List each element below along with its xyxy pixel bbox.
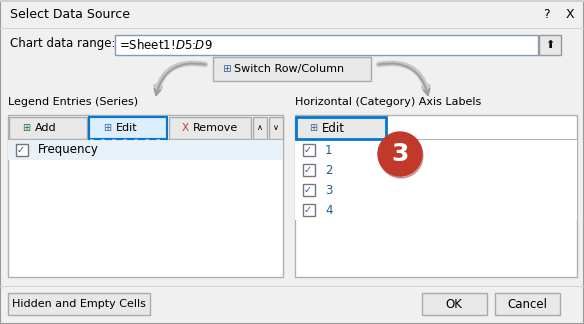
Bar [0, 28, 584, 29]
Text: Edit: Edit [116, 123, 138, 133]
Bar [295, 139, 577, 140]
Bar [303, 164, 315, 176]
Text: 3: 3 [391, 142, 409, 166]
Text: Switch Row/Column: Switch Row/Column [234, 64, 344, 74]
Bar [495, 293, 560, 315]
Text: ✓: ✓ [304, 165, 312, 175]
Text: ✓: ✓ [304, 185, 312, 195]
Text: ⊞: ⊞ [309, 123, 317, 133]
Bar [303, 184, 315, 196]
Text: Select Data Source: Select Data Source [10, 8, 130, 21]
Bar [303, 204, 315, 216]
Bar [295, 200, 577, 220]
Text: Remove: Remove [193, 123, 238, 133]
Text: ✓: ✓ [304, 145, 312, 155]
Text: 4: 4 [325, 203, 332, 216]
Text: ∧: ∧ [257, 123, 263, 133]
Text: =Sheet1!$D$5:$D$9: =Sheet1!$D$5:$D$9 [119, 38, 213, 52]
Bar [8, 115, 283, 277]
Bar [295, 160, 577, 161]
Bar [0, 286, 584, 287]
Bar [295, 180, 577, 181]
Bar [296, 117, 386, 139]
Text: 1: 1 [325, 144, 332, 156]
Text: ✓: ✓ [16, 145, 25, 155]
Text: 3: 3 [325, 183, 332, 196]
Bar [213, 57, 371, 81]
Bar [115, 35, 538, 55]
Bar [295, 115, 577, 277]
Text: Frequency: Frequency [38, 144, 99, 156]
Text: X: X [566, 8, 574, 21]
Text: ⊞: ⊞ [22, 123, 30, 133]
Text: Hidden and Empty Cells: Hidden and Empty Cells [12, 299, 146, 309]
Text: OK: OK [446, 297, 463, 310]
Circle shape [379, 134, 423, 178]
Text: 2: 2 [325, 164, 332, 177]
Text: Horizontal (Category) Axis Labels: Horizontal (Category) Axis Labels [295, 97, 481, 107]
Bar [295, 160, 577, 180]
Text: ✓: ✓ [304, 205, 312, 215]
Bar [295, 140, 577, 160]
FancyArrowPatch shape [379, 63, 428, 91]
Bar [9, 117, 87, 139]
FancyArrowPatch shape [155, 64, 205, 95]
FancyArrowPatch shape [379, 64, 429, 95]
Text: ⬆: ⬆ [545, 40, 555, 50]
Bar [8, 140, 283, 160]
Circle shape [378, 132, 422, 176]
Text: Legend Entries (Series): Legend Entries (Series) [8, 97, 138, 107]
Bar [8, 293, 150, 315]
Bar [89, 117, 167, 139]
Bar [169, 117, 251, 139]
Text: Chart data range:: Chart data range: [10, 38, 116, 51]
Bar [16, 144, 28, 156]
Bar [0, 0, 584, 2]
Text: X: X [182, 123, 189, 133]
FancyArrowPatch shape [156, 63, 205, 91]
Bar [295, 180, 577, 200]
Text: ?: ? [543, 8, 550, 21]
Bar [253, 117, 267, 139]
Bar [539, 35, 561, 55]
Text: Cancel: Cancel [507, 297, 547, 310]
Text: ∨: ∨ [273, 123, 279, 133]
Bar [295, 200, 577, 201]
Bar [422, 293, 487, 315]
Bar [89, 117, 167, 139]
Text: ⊞: ⊞ [103, 123, 111, 133]
Text: Add: Add [35, 123, 57, 133]
Text: Edit: Edit [322, 122, 345, 134]
Bar [8, 139, 283, 140]
Bar [269, 117, 283, 139]
Bar [303, 144, 315, 156]
Text: ⊞: ⊞ [222, 64, 231, 74]
